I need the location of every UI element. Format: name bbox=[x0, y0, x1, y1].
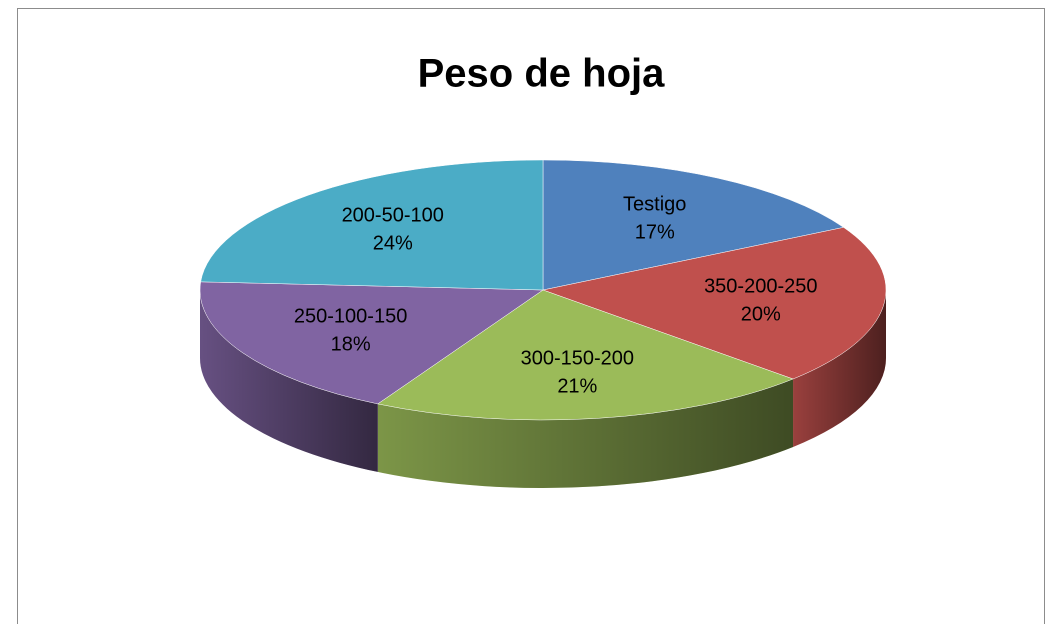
data-label-value: 24% bbox=[373, 233, 413, 255]
slice bbox=[199, 281, 544, 405]
slice-side-shade bbox=[793, 290, 886, 447]
data-label-value: 17% bbox=[635, 222, 675, 244]
data-label-category: 250-100-150 bbox=[294, 305, 407, 327]
slice bbox=[377, 289, 794, 421]
data-label-value: 20% bbox=[741, 304, 781, 326]
slice bbox=[542, 227, 887, 380]
data-label-category: 350-200-250 bbox=[704, 276, 817, 298]
data-label-category: Testigo bbox=[623, 194, 686, 216]
slice bbox=[542, 159, 845, 291]
chart-title: Peso de hoja bbox=[418, 52, 665, 96]
data-label-value: 18% bbox=[331, 333, 371, 355]
data-label-category: 200-50-100 bbox=[342, 205, 444, 227]
slice bbox=[200, 159, 544, 291]
slice-side-shade bbox=[377, 378, 794, 489]
data-label-category: 300-150-200 bbox=[521, 347, 634, 369]
slice-side-shade bbox=[200, 290, 378, 472]
data-label-value: 21% bbox=[557, 375, 597, 397]
